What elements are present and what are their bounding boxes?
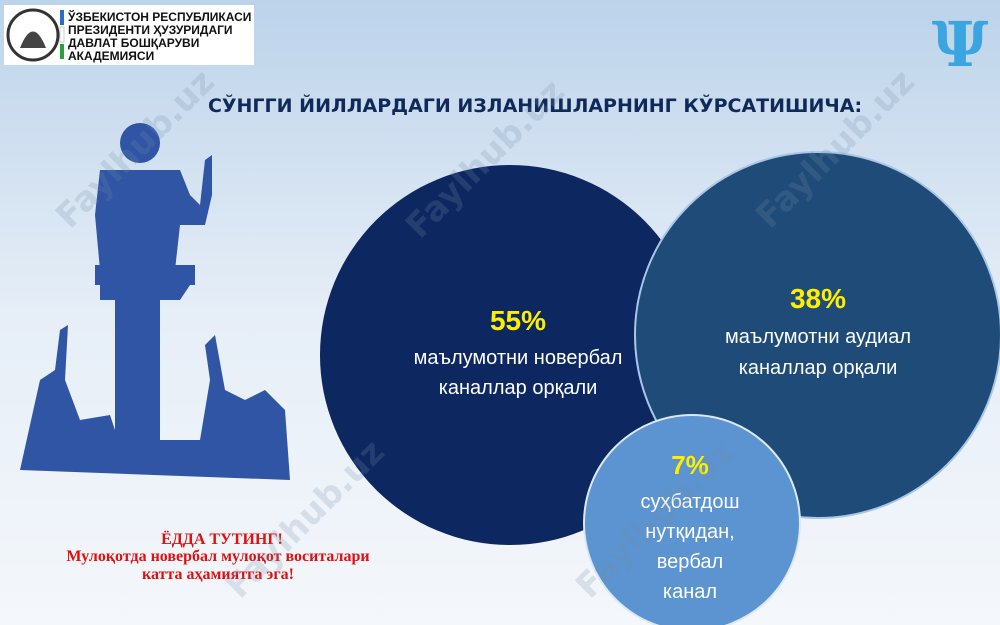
- circle-text: каналлар орқали: [439, 377, 598, 399]
- percent-label: 55%: [490, 305, 546, 336]
- logo-bird: [20, 31, 46, 48]
- psi-icon: Ψ: [932, 8, 989, 81]
- circle: [583, 414, 801, 625]
- flag: [59, 26, 65, 43]
- percent-label: 38%: [790, 283, 846, 314]
- title: СЎНГГИ ЙИЛЛАРДАГИ ИЗЛАНИШЛАРНИНГ КЎРСАТИ…: [208, 94, 862, 117]
- circle-text: маълумотни аудиал: [725, 326, 911, 348]
- flag: [60, 44, 64, 59]
- circle-text: канал: [663, 581, 717, 603]
- circle: [320, 165, 700, 545]
- circle-text: вербал: [657, 551, 723, 573]
- logo-text: ПРЕЗИДЕНТИ ҲУЗУРИДАГИ: [68, 23, 233, 37]
- circle-text: каналлар орқали: [739, 357, 898, 379]
- percent-label: 7%: [671, 450, 709, 480]
- logo-emblem: [6, 8, 60, 62]
- logo-text: АКАДЕМИЯСИ: [68, 49, 154, 63]
- logo-text: ДАВЛАТ БОШҚАРУВИ: [68, 36, 199, 50]
- logo-text: ЎЗБЕКИСТОН РЕСПУБЛИКАСИ: [67, 9, 251, 24]
- speaker-silhouette: [20, 123, 290, 480]
- circle-text: нутқидан,: [645, 521, 735, 543]
- note-text: катта аҳамиятга эга!: [142, 566, 294, 583]
- note-text: Мулоқотда новербал мулоқот воситалари: [66, 548, 369, 565]
- circle-text: суҳбатдош: [640, 491, 739, 513]
- note-heading: ЁДДА ТУТИНГ!: [161, 530, 283, 548]
- circle-text: маълумотни новербал: [414, 347, 623, 369]
- flag: [60, 10, 64, 25]
